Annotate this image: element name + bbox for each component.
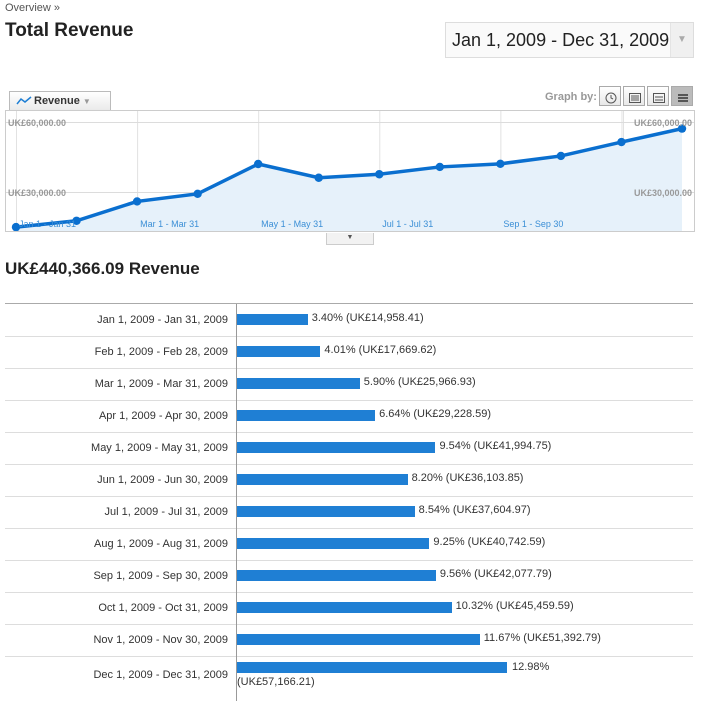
- row-date-label: Jan 1, 2009 - Jan 31, 2009: [97, 314, 228, 326]
- bar-value-label: 6.64% (UK£29,228.59): [379, 408, 492, 420]
- bar-value-label: 8.54% (UK£37,604.97): [418, 504, 531, 516]
- revenue-bar: [237, 602, 452, 613]
- row-date-label: Jul 1, 2009 - Jul 31, 2009: [104, 506, 228, 518]
- table-row: Feb 1, 2009 - Feb 28, 2009 4.01% (UK£17,6…: [5, 336, 693, 369]
- y-tick-label-right: UK£60,000.00: [634, 118, 692, 128]
- data-point: [193, 189, 202, 198]
- bar-value-label: 9.54% (UK£41,994.75): [439, 440, 552, 452]
- data-point: [556, 151, 566, 161]
- bar-value-label: 10.32% (UK£45,459.59): [455, 600, 574, 612]
- revenue-bar: [237, 314, 308, 325]
- line-chart-svg: UK£60,000.00 UK£60,000.00 UK£30,000.00 UK£3…: [6, 111, 694, 231]
- data-point: [72, 216, 81, 225]
- table-divider: [5, 303, 693, 304]
- row-date-label: Feb 1, 2009 - Feb 28, 2009: [94, 346, 228, 358]
- revenue-bar: [237, 570, 436, 581]
- row-date-label: Apr 1, 2009 - Apr 30, 2009: [98, 410, 228, 422]
- revenue-bar: [237, 346, 321, 357]
- series-line: [15, 126, 683, 229]
- bar-value-label: 5.90% (UK£25,966.93): [363, 376, 476, 388]
- line-chart: UK£60,000.00 UK£60,000.00 UK£30,000.00 UK£3…: [5, 110, 695, 232]
- y-tick-label-left: UK£60,000.00: [8, 118, 66, 128]
- date-range-value: Jan 1, 2009 - Dec 31, 2009: [452, 30, 670, 50]
- bar-value-label: 11.67% (UK£51,392.79): [483, 632, 601, 644]
- table-row: Jul 1, 2009 - Jul 31, 2009 8.54% (UK£37,6…: [5, 496, 693, 529]
- data-point: [617, 137, 626, 147]
- data-point: [435, 162, 445, 172]
- table-row: Dec 1, 2009 - Dec 31, 2009 12.98% (UK£57,…: [5, 656, 693, 690]
- revenue-bar: [237, 474, 408, 485]
- table-row: Aug 1, 2009 - Aug 31, 2009 9.25% (UK£40,7…: [5, 528, 693, 561]
- y-tick-label-right: UK£30,000.00: [634, 188, 692, 198]
- bar-value-label: 3.40% (UK£14,958.41): [311, 312, 424, 324]
- metric-tab[interactable]: Revenue ▼: [9, 91, 111, 110]
- date-range-selector[interactable]: Jan 1, 2009 - Dec 31, 2009 ▼: [445, 22, 694, 58]
- data-point: [253, 159, 263, 169]
- x-tick-label: Mar 1 - Mar 31: [140, 219, 199, 229]
- revenue-bar: [237, 662, 507, 673]
- bar-value-label: 9.56% (UK£42,077.79): [439, 568, 552, 580]
- dropdown-arrow-icon: ▼: [82, 97, 91, 106]
- table-row: Nov 1, 2009 - Nov 30, 2009 11.67% (UK£51,…: [5, 624, 693, 657]
- row-date-label: Sep 1, 2009 - Sep 30, 2009: [93, 570, 228, 582]
- x-tick-label: Jul 1 - Jul 31: [382, 219, 433, 229]
- total-revenue-summary: UK£440,366.09 Revenue: [5, 259, 200, 278]
- row-date-label: Jun 1, 2009 - Jun 30, 2009: [97, 474, 228, 486]
- graph-by-label: Graph by:: [545, 91, 597, 103]
- row-date-label: Mar 1, 2009 - Mar 31, 2009: [94, 378, 228, 390]
- table-row: Jan 1, 2009 - Jan 31, 2009 3.40% (UK£14,9…: [5, 304, 693, 337]
- bar-value-label: 8.20% (UK£36,103.85): [411, 472, 524, 484]
- revenue-bar: [237, 442, 436, 453]
- graph-by-bars-button[interactable]: [671, 86, 693, 106]
- revenue-bar: [237, 538, 430, 549]
- row-date-label: Nov 1, 2009 - Nov 30, 2009: [93, 634, 228, 646]
- table-row: Mar 1, 2009 - Mar 31, 2009 5.90% (UK£25,9…: [5, 368, 693, 401]
- bar-axis-line: [236, 304, 237, 701]
- bar-value-label: 4.01% (UK£17,669.62): [324, 344, 437, 356]
- row-date-label: Aug 1, 2009 - Aug 31, 2009: [94, 538, 228, 550]
- list-icon: [629, 91, 641, 109]
- metric-tab-label: Revenue: [34, 95, 80, 107]
- row-date-label: Oct 1, 2009 - Oct 31, 2009: [98, 602, 228, 614]
- table-row: Apr 1, 2009 - Apr 30, 2009 6.64% (UK£29,2…: [5, 400, 693, 433]
- expand-chart-button[interactable]: ▼: [326, 233, 374, 245]
- line-chart-icon: [16, 96, 32, 105]
- data-point: [496, 159, 505, 169]
- chevron-down-icon[interactable]: ▼: [670, 23, 693, 57]
- data-point: [375, 170, 384, 179]
- y-tick-label-left: UK£30,000.00: [8, 188, 66, 198]
- table-row: Oct 1, 2009 - Oct 31, 2009 10.32% (UK£45,…: [5, 592, 693, 625]
- graph-by-compare-button[interactable]: [647, 86, 669, 106]
- data-point: [11, 222, 21, 231]
- clock-icon: [605, 91, 617, 109]
- x-tick-label: Sep 1 - Sep 30: [503, 219, 563, 229]
- revenue-bar: [237, 634, 480, 645]
- row-date-label: Dec 1, 2009 - Dec 31, 2009: [93, 669, 228, 681]
- graph-by-list-button[interactable]: [623, 86, 645, 106]
- revenue-bar: [237, 410, 376, 421]
- data-point: [314, 173, 323, 182]
- x-tick-label: May 1 - May 31: [261, 219, 323, 229]
- series-area: [16, 128, 682, 231]
- revenue-bar: [237, 506, 415, 517]
- table-row: Sep 1, 2009 - Sep 30, 2009 9.56% (UK£42,0…: [5, 560, 693, 593]
- bar-value-label: 9.25% (UK£40,742.59): [433, 536, 546, 548]
- bar-value-label: 12.98% (UK£57,166.21): [237, 661, 550, 688]
- table-row: May 1, 2009 - May 31, 2009 9.54% (UK£41,9…: [5, 432, 693, 465]
- row-date-label: May 1, 2009 - May 31, 2009: [91, 442, 228, 454]
- compare-icon: [653, 91, 665, 109]
- table-row: Jun 1, 2009 - Jun 30, 2009 8.20% (UK£36,1…: [5, 464, 693, 497]
- bars-icon: [677, 91, 689, 109]
- revenue-bar: [237, 378, 360, 389]
- x-tick-label: Jan 1 - Jan 31: [19, 219, 76, 229]
- data-point: [677, 124, 687, 133]
- page-title: Total Revenue: [5, 20, 134, 41]
- data-point: [132, 197, 142, 206]
- breadcrumb[interactable]: Overview »: [5, 2, 61, 14]
- graph-by-clock-button[interactable]: [599, 86, 621, 106]
